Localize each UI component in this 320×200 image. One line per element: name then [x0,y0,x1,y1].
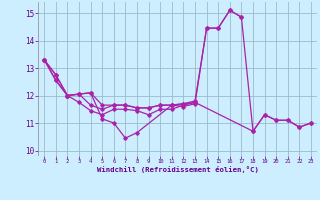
X-axis label: Windchill (Refroidissement éolien,°C): Windchill (Refroidissement éolien,°C) [97,166,259,173]
